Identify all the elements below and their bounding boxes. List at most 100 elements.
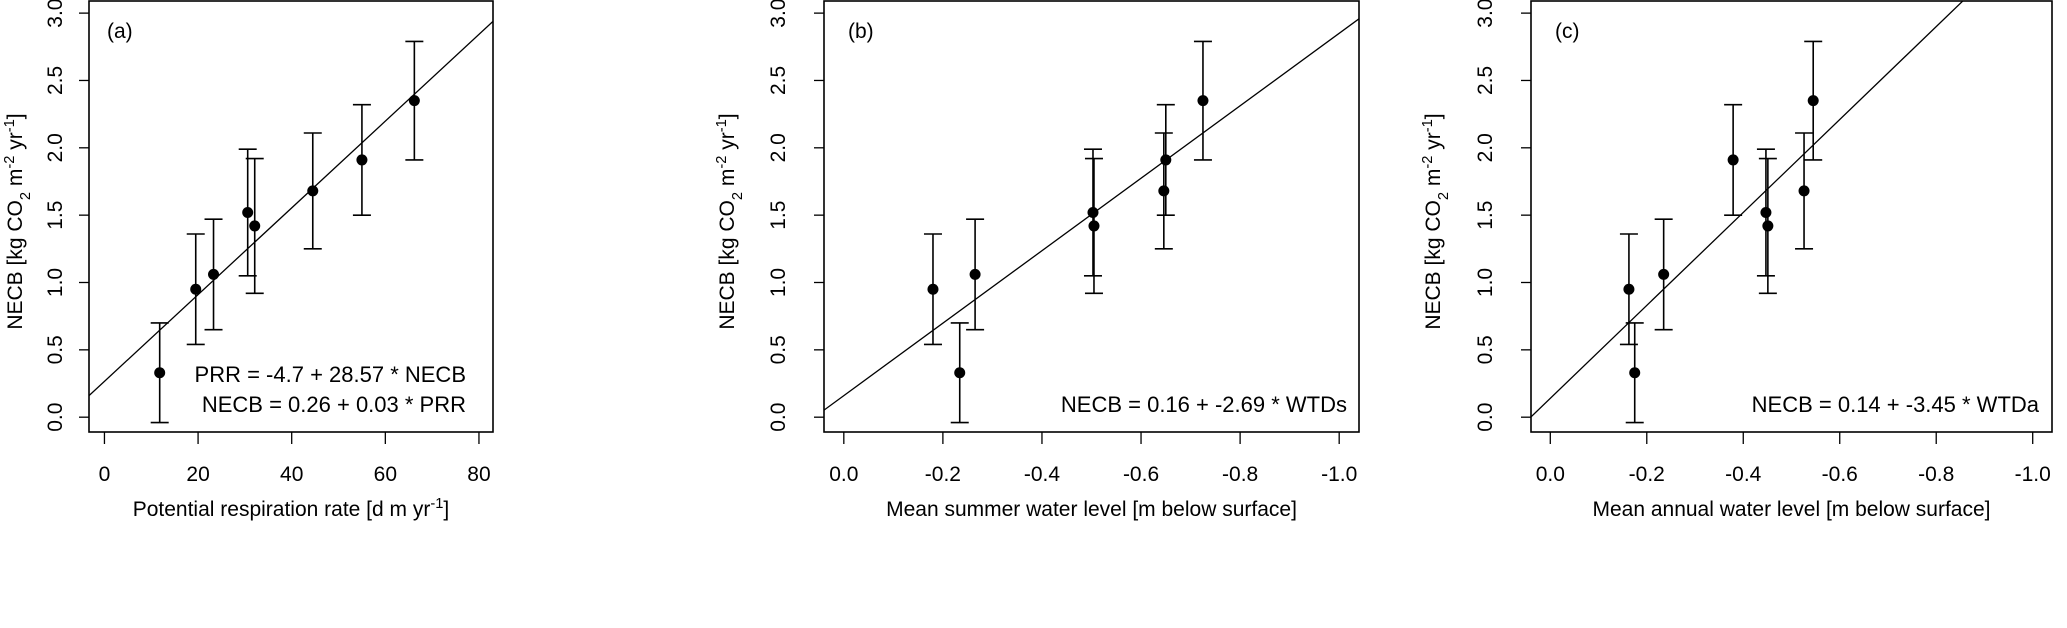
data-point bbox=[249, 220, 261, 232]
data-point-group bbox=[1625, 322, 1644, 424]
data-point-group bbox=[245, 157, 264, 295]
y-tick-label: 1.0 bbox=[1474, 268, 1497, 297]
regression-equation: NECB = 0.14 + -3.45 * WTDa bbox=[1752, 392, 2040, 417]
x-axis-label: Potential respiration rate [d m yr-1] bbox=[133, 496, 450, 521]
y-tick-label: 0.5 bbox=[767, 335, 790, 364]
data-point-group bbox=[238, 148, 257, 277]
y-tick-label: 0.5 bbox=[44, 335, 67, 364]
regression-line bbox=[1531, 1, 1964, 418]
data-point bbox=[1158, 185, 1170, 197]
data-point bbox=[1762, 220, 1774, 232]
data-point bbox=[190, 283, 202, 295]
y-axis-label: NECB [kg CO2 m-2 yr-1] bbox=[1420, 113, 1452, 329]
regression-equation: NECB = 0.26 + 0.03 * PRR bbox=[202, 392, 466, 417]
data-point bbox=[242, 206, 254, 218]
data-point-group bbox=[1758, 157, 1777, 295]
x-tick-label: -0.6 bbox=[1123, 463, 1159, 486]
y-tick-label: 2.0 bbox=[767, 133, 790, 162]
panel-b: 0.0 -0.2 -0.4 -0.6 -0.8 -1.0 0.0 0.5 1.0 1.5 2.0 2.… bbox=[714, 0, 1360, 521]
y-tick-label: 0.0 bbox=[1474, 403, 1497, 432]
data-point-group bbox=[1654, 218, 1673, 331]
y-tick-label: 0.0 bbox=[44, 403, 67, 432]
y-tick-label: 1.0 bbox=[767, 268, 790, 297]
data-point bbox=[1160, 154, 1172, 166]
x-tick-label: 60 bbox=[374, 463, 397, 486]
data-point bbox=[954, 367, 966, 379]
x-tick-label: 80 bbox=[467, 463, 490, 486]
y-tick-label: 1.0 bbox=[44, 268, 67, 297]
x-tick-label: -0.2 bbox=[1629, 463, 1665, 486]
regression-equation: NECB = 0.16 + -2.69 * WTDs bbox=[1061, 392, 1347, 417]
x-tick-label: -0.8 bbox=[1918, 463, 1954, 486]
y-tick-label: 1.5 bbox=[44, 201, 67, 230]
data-point bbox=[1658, 268, 1670, 280]
x-tick-label: 0.0 bbox=[829, 463, 858, 486]
x-tick-label: 20 bbox=[186, 463, 209, 486]
data-point bbox=[1807, 95, 1819, 107]
data-point bbox=[969, 268, 981, 280]
data-point-group bbox=[1756, 148, 1775, 277]
y-tick-label: 0.5 bbox=[1474, 335, 1497, 364]
data-point bbox=[1087, 206, 1099, 218]
data-point-group bbox=[204, 218, 223, 331]
y-axis-label: NECB [kg CO2 m-2 yr-1] bbox=[714, 113, 746, 329]
data-point bbox=[1760, 206, 1772, 218]
x-tick-label: -1.0 bbox=[2015, 463, 2051, 486]
regression-line bbox=[89, 20, 493, 397]
data-point-group bbox=[303, 132, 322, 250]
data-point-group bbox=[150, 322, 169, 424]
data-point-group bbox=[923, 233, 942, 346]
panel-c: 0.0 -0.2 -0.4 -0.6 -0.8 -1.0 0.0 0.5 1.0 1.5 2.0 2.… bbox=[1420, 0, 2053, 521]
plot-frame bbox=[88, 0, 494, 433]
x-axis-label: Mean summer water level [m below surface… bbox=[886, 498, 1297, 521]
data-point-group bbox=[186, 233, 205, 346]
y-tick-label: 3.0 bbox=[767, 0, 790, 28]
y-tick-label: 3.0 bbox=[1474, 0, 1497, 28]
panel-label: (c) bbox=[1555, 20, 1580, 43]
data-point bbox=[356, 154, 368, 166]
y-tick-label: 2.0 bbox=[44, 133, 67, 162]
x-tick-label: -0.4 bbox=[1024, 463, 1061, 486]
data-point bbox=[1629, 367, 1641, 379]
data-point bbox=[307, 185, 319, 197]
data-point bbox=[154, 367, 166, 379]
y-tick-label: 3.0 bbox=[44, 0, 67, 28]
data-point-group bbox=[352, 103, 371, 216]
data-point-group bbox=[1724, 103, 1743, 216]
y-tick-label: 2.5 bbox=[767, 66, 790, 95]
y-tick-label: 1.5 bbox=[1474, 201, 1497, 230]
x-tick-label: -1.0 bbox=[1321, 463, 1357, 486]
data-point-group bbox=[1156, 103, 1175, 216]
data-point bbox=[1623, 283, 1635, 295]
panel-label: (b) bbox=[848, 20, 874, 43]
data-point bbox=[1088, 220, 1100, 232]
panel-label: (a) bbox=[107, 20, 133, 43]
data-point bbox=[208, 268, 220, 280]
data-point bbox=[408, 95, 420, 107]
plot-frame bbox=[823, 0, 1360, 433]
data-point-group bbox=[1154, 132, 1173, 250]
data-point-group bbox=[950, 322, 969, 424]
data-point bbox=[1727, 154, 1739, 166]
y-tick-label: 2.5 bbox=[1474, 66, 1497, 95]
x-tick-label: -0.6 bbox=[1822, 463, 1858, 486]
x-tick-label: -0.2 bbox=[925, 463, 961, 486]
data-point-group bbox=[966, 218, 985, 331]
y-tick-label: 0.0 bbox=[767, 403, 790, 432]
x-tick-label: -0.4 bbox=[1725, 463, 1762, 486]
data-point-group bbox=[1804, 40, 1823, 161]
plot-frame bbox=[1530, 0, 2053, 433]
y-tick-label: 2.0 bbox=[1474, 133, 1497, 162]
x-tick-label: 0.0 bbox=[1536, 463, 1565, 486]
y-tick-label: 2.5 bbox=[44, 66, 67, 95]
data-point bbox=[1798, 185, 1810, 197]
x-tick-label: 40 bbox=[280, 463, 303, 486]
regression-equation: PRR = -4.7 + 28.57 * NECB bbox=[195, 362, 466, 387]
data-point-group bbox=[1084, 157, 1103, 295]
data-point-group bbox=[1193, 40, 1212, 161]
data-point bbox=[927, 283, 939, 295]
y-tick-label: 1.5 bbox=[767, 201, 790, 230]
data-point-group bbox=[1795, 132, 1814, 250]
data-point-group bbox=[405, 40, 424, 161]
